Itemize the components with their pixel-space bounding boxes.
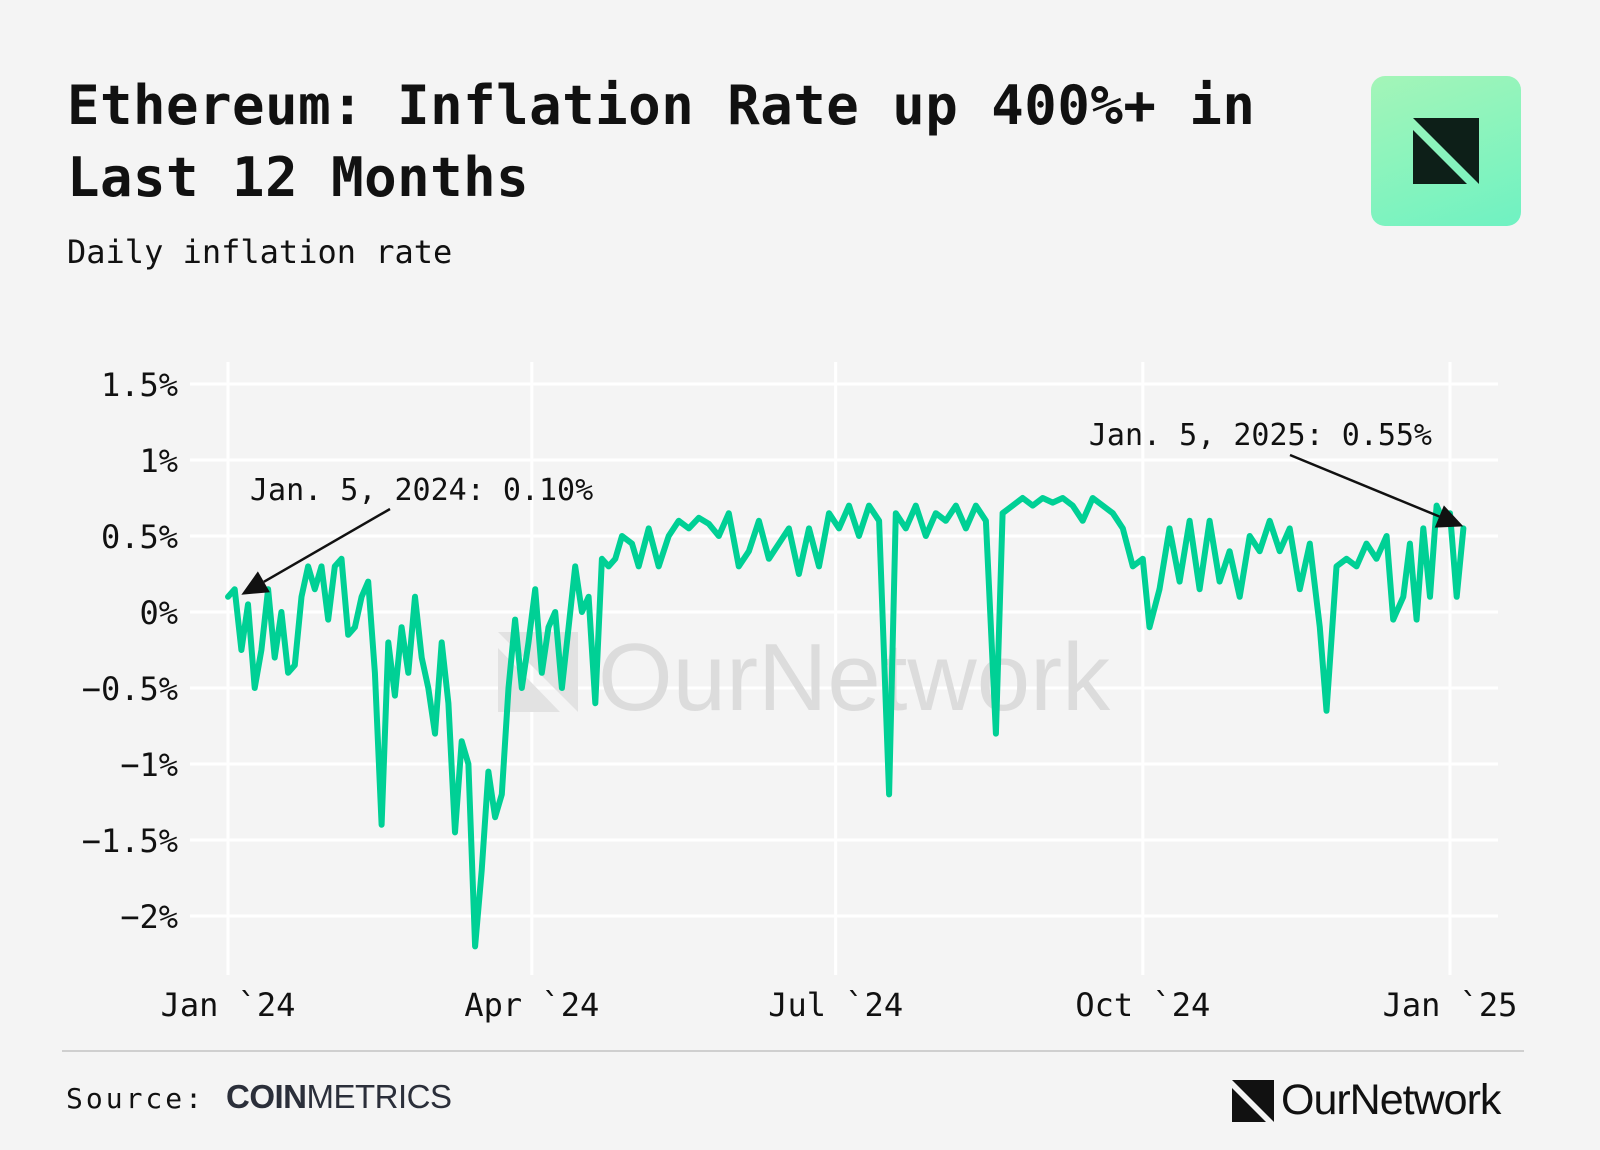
x-tick-label: Jul `24 xyxy=(768,986,903,1024)
annotation-arrow-line xyxy=(263,507,391,583)
annotation-arrow-line xyxy=(1289,453,1440,518)
series-line xyxy=(225,495,1467,950)
y-tick-label: −1% xyxy=(120,746,178,784)
x-tick-label: Jan `25 xyxy=(1383,986,1518,1024)
y-tick-label: −0.5% xyxy=(82,670,178,708)
page-title: Ethereum: Inflation Rate up 400%+ in Las… xyxy=(67,74,1256,209)
y-tick-label: 1.5% xyxy=(101,366,178,404)
chart-subtitle: Daily inflation rate xyxy=(67,233,453,271)
watermark-text: OurNetwork xyxy=(598,624,1111,731)
x-tick-label: Apr `24 xyxy=(464,986,599,1024)
y-tick-label: 0.5% xyxy=(101,518,178,556)
arrow-icon xyxy=(1434,505,1464,528)
y-tick-label: 0% xyxy=(139,594,178,632)
x-tick-label: Oct `24 xyxy=(1075,986,1210,1024)
coinmetrics-bold: COIN xyxy=(226,1078,307,1115)
grid xyxy=(190,362,1498,975)
ournetwork-logo-icon xyxy=(1371,76,1521,226)
axis-ticks: 1.5% 1% 0.5% 0% −0.5% −1% −1.5% −2% Jan `24 Apr `… xyxy=(82,366,1518,1024)
y-tick-label: 1% xyxy=(139,442,178,480)
ournetwork-footer-logo-icon xyxy=(1232,1080,1274,1122)
annotation-label: Jan. 5, 2025: 0.55% xyxy=(1089,418,1432,453)
chart-svg: OurNetwork 1.5% 1% 0.5% 0% −0.5% −1% −1.5% −2% J… xyxy=(82,362,1518,1024)
coinmetrics-light: METRICS xyxy=(306,1078,453,1115)
annotation-label: Jan. 5, 2024: 0.10% xyxy=(250,473,593,508)
x-tick-label: Jan `24 xyxy=(161,986,296,1024)
y-tick-label: −1.5% xyxy=(82,822,178,860)
arrow-icon xyxy=(241,571,270,595)
y-tick-label: −2% xyxy=(120,898,178,936)
footer-divider xyxy=(62,1050,1524,1052)
source-label: Source: xyxy=(66,1082,206,1115)
annotations: Jan. 5, 2024: 0.10% Jan. 5, 2025: 0.55% xyxy=(241,418,1464,595)
coinmetrics-logo: COINMETRICS xyxy=(226,1078,452,1116)
logo-mark xyxy=(1413,118,1479,184)
footer-brand-name: OurNetwork xyxy=(1281,1076,1501,1124)
